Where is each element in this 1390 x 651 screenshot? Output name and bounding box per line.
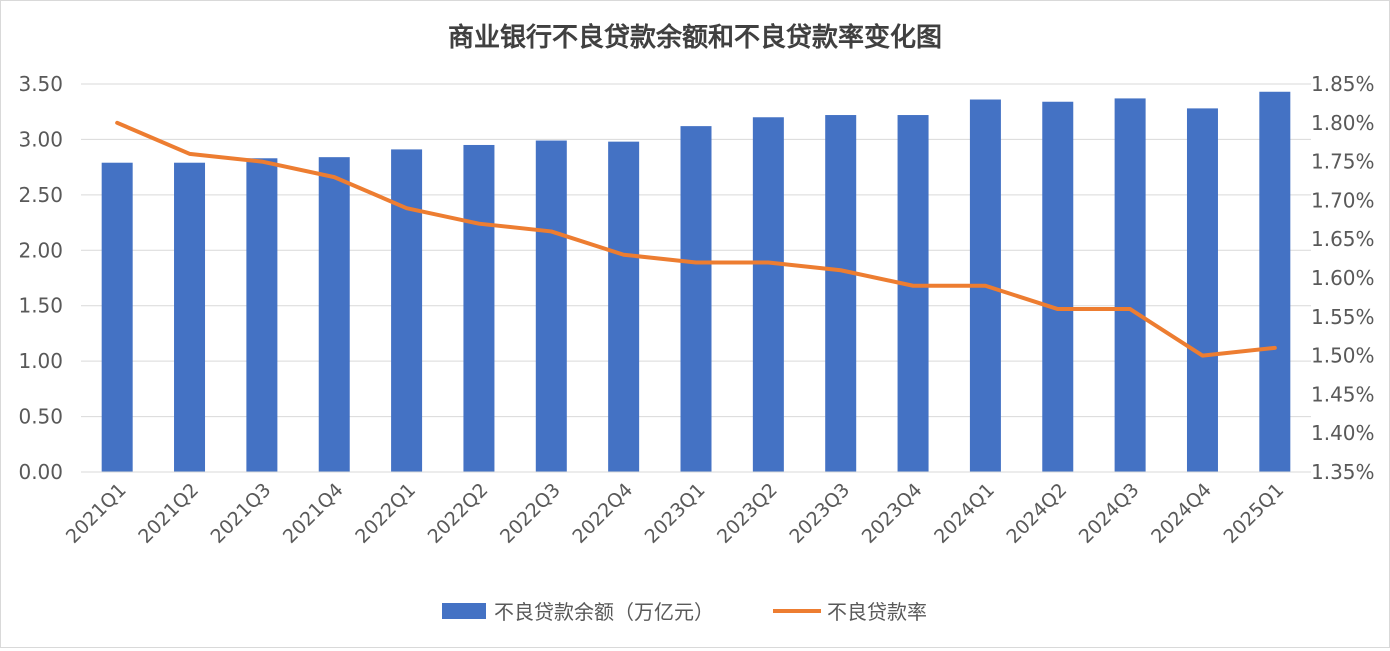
x-tick-label: 2025Q1 [1219,479,1288,548]
left-y-axis: 0.00 0.50 1.00 1.50 2.00 2.50 3.00 3.50 [18,72,63,484]
bar [536,141,567,472]
legend-swatch-bar [442,603,486,619]
bar [753,117,784,472]
left-tick-label: 2.50 [18,183,63,207]
x-tick-label: 2023Q4 [858,479,927,548]
x-tick-label: 2024Q3 [1075,479,1144,548]
left-tick-label: 3.50 [18,72,63,96]
right-tick-label: 1.55% [1311,305,1375,329]
x-tick-label: 2022Q1 [351,479,420,548]
legend: 不良贷款余额（万亿元） 不良贷款率 [442,600,927,624]
x-tick-label: 2021Q4 [279,479,348,548]
x-tick-label: 2022Q2 [424,479,493,548]
bar [102,163,133,472]
x-tick-label: 2023Q2 [713,479,782,548]
bar [1115,98,1146,472]
x-tick-label: 2024Q2 [1002,479,1071,548]
x-tick-label: 2022Q3 [496,479,565,548]
chart-title: 商业银行不良贷款余额和不良贷款率变化图 [448,22,942,53]
bar [1187,108,1218,472]
bar [463,145,494,472]
left-tick-label: 2.00 [18,238,63,262]
x-tick-label: 2021Q1 [62,479,131,548]
left-tick-label: 1.00 [18,349,63,373]
right-tick-label: 1.45% [1311,382,1375,406]
left-tick-label: 0.00 [18,460,63,484]
bar [825,115,856,472]
bar [1259,92,1290,472]
left-tick-label: 1.50 [18,294,63,318]
bar [1042,102,1073,472]
right-tick-label: 1.50% [1311,344,1375,368]
x-tick-label: 2022Q4 [568,479,637,548]
bar [319,157,350,472]
right-tick-label: 1.75% [1311,150,1375,174]
right-tick-label: 1.65% [1311,227,1375,251]
right-tick-label: 1.70% [1311,188,1375,212]
bar [246,158,277,472]
right-tick-label: 1.35% [1311,460,1375,484]
legend-label-bar: 不良贷款余额（万亿元） [494,600,714,624]
right-tick-label: 1.40% [1311,421,1375,445]
x-tick-label: 2024Q1 [930,479,999,548]
bar [898,115,929,472]
x-tick-label: 2021Q2 [134,479,203,548]
bar-series [102,92,1291,472]
bar [391,149,422,472]
left-tick-label: 0.50 [18,405,63,429]
right-tick-label: 1.60% [1311,266,1375,290]
right-tick-label: 1.80% [1311,111,1375,135]
x-tick-label: 2024Q4 [1147,479,1216,548]
x-tick-label: 2023Q1 [641,479,710,548]
right-tick-label: 1.85% [1311,72,1375,96]
bar [681,126,712,472]
x-tick-label: 2023Q3 [785,479,854,548]
right-y-axis: 1.35% 1.40% 1.45% 1.50% 1.55% 1.60% 1.65% 1.70%… [1311,72,1375,484]
legend-label-line: 不良贷款率 [827,600,927,624]
bar [608,142,639,472]
bar [174,163,205,472]
left-tick-label: 3.00 [18,127,63,151]
x-tick-label: 2021Q3 [207,479,276,548]
